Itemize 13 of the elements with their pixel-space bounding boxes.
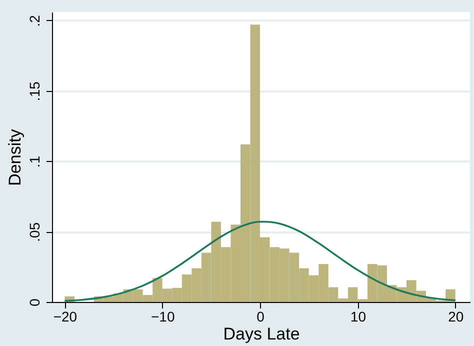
- line-series: [64, 220, 456, 302]
- y-tick-label: .15: [26, 81, 42, 102]
- x-tick-label: 0: [256, 308, 265, 324]
- y-tick-label: 0: [26, 298, 42, 306]
- x-tick-label: −10: [150, 308, 175, 324]
- y-tick-label: .05: [26, 222, 42, 242]
- x-axis-title: Days Late: [223, 324, 300, 344]
- x-tick-label: 20: [448, 308, 464, 324]
- y-axis-title: Density: [6, 128, 24, 186]
- y-tick-label: .1: [26, 156, 42, 168]
- x-tick-label: 10: [350, 308, 366, 324]
- y-tick-label: .2: [26, 14, 42, 27]
- x-tick-label: −20: [53, 308, 78, 324]
